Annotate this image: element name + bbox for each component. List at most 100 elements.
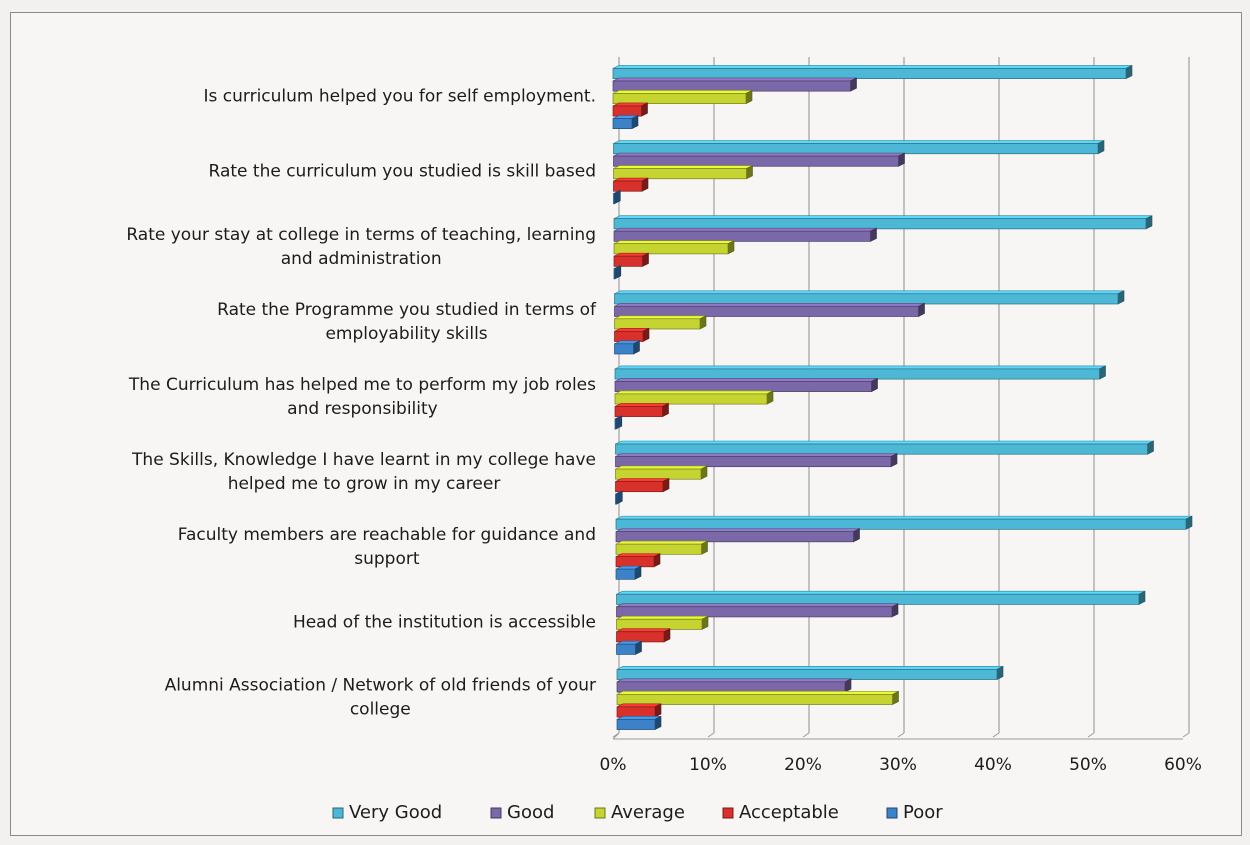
bar-top-face bbox=[615, 540, 708, 545]
gridline-floor bbox=[1182, 732, 1190, 738]
x-tick-label: 20% bbox=[784, 755, 822, 775]
bar-top-face bbox=[615, 553, 661, 557]
bar-top-face bbox=[616, 716, 662, 720]
bar bbox=[614, 305, 919, 317]
bar bbox=[616, 643, 636, 655]
bar bbox=[616, 606, 893, 618]
bar-top-face bbox=[614, 378, 878, 382]
category-label-line: Faculty members are reachable for guidan… bbox=[178, 525, 596, 545]
category-label: Faculty members are reachable for guidan… bbox=[178, 525, 596, 569]
chart-frame: 0% 10% 20% 30% 40% 50% 60% Is curriculum helped… bbox=[10, 12, 1242, 836]
bar-chart: 0% 10% 20% 30% 40% 50% 60% Is curriculum helped… bbox=[126, 57, 1202, 823]
category-label-line: Rate the curriculum you studied is skill… bbox=[209, 162, 596, 182]
bar-top-face bbox=[616, 628, 671, 633]
bar bbox=[612, 93, 747, 105]
bar bbox=[612, 80, 851, 92]
bar-top-face bbox=[614, 390, 774, 395]
bar bbox=[613, 230, 871, 242]
category-label: Alumni Association / Network of old frie… bbox=[165, 675, 596, 719]
bar-top-face bbox=[612, 65, 1133, 69]
bar-top-face bbox=[614, 302, 925, 307]
bar bbox=[612, 68, 1127, 80]
bar bbox=[616, 668, 998, 680]
category-label: Head of the institution is accessible bbox=[293, 612, 596, 632]
bar bbox=[614, 368, 1100, 380]
gridline-floor bbox=[992, 732, 1000, 738]
bar-top-face bbox=[616, 603, 899, 608]
bar bbox=[614, 330, 644, 342]
bar bbox=[616, 631, 665, 643]
bar bbox=[615, 518, 1187, 530]
bar bbox=[615, 568, 636, 580]
legend-label: Good bbox=[507, 802, 554, 823]
category-label-line: Alumni Association / Network of old frie… bbox=[165, 675, 596, 695]
bar bbox=[616, 618, 703, 630]
category-label-line: The Curriculum has helped me to perform … bbox=[128, 375, 596, 395]
category-label-line: and responsibility bbox=[287, 399, 438, 419]
bar bbox=[613, 255, 643, 267]
bar bbox=[614, 406, 663, 417]
category-label-line: Rate your stay at college in terms of te… bbox=[126, 225, 596, 245]
gridline-floor bbox=[612, 732, 620, 738]
bar bbox=[615, 443, 1148, 455]
bar-top-face bbox=[615, 528, 860, 532]
legend-label: Acceptable bbox=[739, 802, 839, 823]
bar bbox=[612, 105, 642, 117]
category-label-line: Head of the institution is accessible bbox=[293, 612, 596, 632]
bar-top-face bbox=[616, 703, 662, 708]
legend-swatch bbox=[594, 807, 606, 819]
bar bbox=[613, 243, 729, 255]
bar bbox=[614, 393, 768, 405]
bar-top-face bbox=[613, 152, 905, 157]
bar bbox=[615, 481, 664, 493]
bar bbox=[615, 456, 892, 468]
bar-top-face bbox=[614, 365, 1106, 370]
category-label-line: Rate the Programme you studied in terms … bbox=[217, 300, 597, 320]
bar-top-face bbox=[616, 678, 852, 683]
gridline-floor bbox=[897, 732, 905, 738]
bar-top-face bbox=[616, 691, 899, 695]
category-label: Rate your stay at college in terms of te… bbox=[126, 225, 596, 269]
legend-label: Very Good bbox=[349, 802, 442, 823]
category-label: The Skills, Knowledge I have learnt in m… bbox=[131, 450, 596, 494]
category-label-line: The Skills, Knowledge I have learnt in m… bbox=[131, 450, 596, 470]
bar bbox=[613, 155, 899, 167]
bar-top-face bbox=[613, 240, 735, 244]
category-label-line: support bbox=[354, 549, 420, 569]
bar-top-face bbox=[615, 515, 1193, 520]
bar bbox=[613, 168, 747, 180]
x-tick-label: 0% bbox=[600, 755, 627, 775]
bar bbox=[616, 681, 846, 693]
category-label: Rate the curriculum you studied is skill… bbox=[209, 162, 596, 182]
bar bbox=[615, 468, 702, 480]
legend-swatch bbox=[722, 807, 734, 819]
category-label: Is curriculum helped you for self employ… bbox=[204, 87, 597, 107]
category-label: The Curriculum has helped me to perform … bbox=[128, 375, 596, 419]
bar-top-face bbox=[615, 478, 670, 482]
bar bbox=[615, 543, 702, 555]
bar bbox=[614, 418, 617, 430]
bar bbox=[615, 556, 655, 568]
category-label-line: and administration bbox=[281, 249, 442, 269]
bar-top-face bbox=[613, 165, 753, 169]
bar-top-face bbox=[616, 615, 709, 620]
bar bbox=[613, 143, 1099, 155]
x-tick-label: 10% bbox=[689, 755, 727, 775]
bar-top-face bbox=[616, 666, 1004, 670]
gridline-floor bbox=[1087, 732, 1095, 738]
bar-top-face bbox=[615, 440, 1154, 445]
bar bbox=[613, 268, 616, 280]
x-tick-label: 30% bbox=[879, 755, 917, 775]
bar-top-face bbox=[614, 403, 669, 407]
category-label: Rate the Programme you studied in terms … bbox=[217, 300, 597, 344]
legend-swatch bbox=[490, 807, 502, 819]
legend-label: Average bbox=[611, 802, 685, 823]
legend-swatch bbox=[332, 807, 344, 819]
bar bbox=[616, 593, 1140, 605]
bar-top-face bbox=[614, 290, 1125, 295]
gridline-floor bbox=[802, 732, 810, 738]
category-label-line: college bbox=[350, 699, 411, 719]
bar bbox=[615, 531, 854, 543]
category-label-line: employability skills bbox=[325, 324, 487, 344]
bar-top-face bbox=[615, 453, 898, 457]
